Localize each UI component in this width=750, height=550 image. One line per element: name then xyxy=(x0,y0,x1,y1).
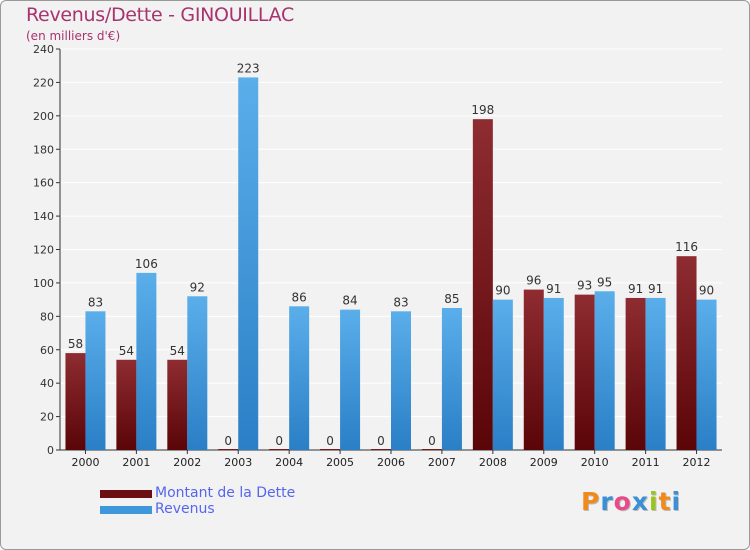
proxiti-logo: Proxiti xyxy=(581,487,681,516)
x-tick-label: 2008 xyxy=(479,456,507,469)
bar-dette xyxy=(218,449,239,450)
data-label-dette: 58 xyxy=(68,337,83,351)
x-tick-label: 2004 xyxy=(275,456,303,469)
bar-revenus xyxy=(187,296,208,450)
bar-revenus xyxy=(696,299,717,450)
bar-dette xyxy=(523,289,544,450)
y-tick-label: 100 xyxy=(33,277,54,290)
bar-dette xyxy=(574,294,595,450)
logo-letter: x xyxy=(631,487,649,516)
data-label-dette: 96 xyxy=(526,274,541,288)
legend-label-revenus: Revenus xyxy=(155,501,215,517)
x-tick-label: 2012 xyxy=(683,456,711,469)
data-label-dette: 0 xyxy=(377,434,385,448)
bar-dette xyxy=(320,449,341,450)
chart-title: Revenus/Dette - GINOUILLAC xyxy=(26,4,294,26)
bar-revenus xyxy=(391,311,411,450)
logo-letter: P xyxy=(581,487,601,516)
data-label-revenus: 91 xyxy=(546,282,561,296)
bar-revenus xyxy=(340,309,361,450)
data-label-dette: 198 xyxy=(471,103,494,117)
bar-dette xyxy=(269,449,290,450)
bar-dette xyxy=(167,359,188,450)
bar-dette xyxy=(676,256,697,450)
x-tick-label: 2011 xyxy=(632,456,660,469)
data-label-dette: 54 xyxy=(170,344,185,358)
data-label-revenus: 95 xyxy=(597,275,612,289)
data-label-dette: 54 xyxy=(119,344,134,358)
logo-letter: i xyxy=(649,487,659,516)
x-tick-label: 2005 xyxy=(326,456,354,469)
data-label-revenus: 90 xyxy=(699,284,714,298)
x-tick-label: 2009 xyxy=(530,456,558,469)
y-tick-label: 120 xyxy=(33,244,54,257)
data-label-revenus: 223 xyxy=(237,61,260,75)
data-label-revenus: 84 xyxy=(342,294,357,308)
bar-dette xyxy=(625,297,646,450)
data-label-dette: 91 xyxy=(628,282,643,296)
bar-revenus xyxy=(492,299,513,450)
y-tick-label: 40 xyxy=(40,377,54,390)
x-tick-label: 2003 xyxy=(224,456,252,469)
bar-revenus xyxy=(238,77,259,450)
data-label-dette: 0 xyxy=(275,434,283,448)
y-tick-label: 0 xyxy=(47,444,54,457)
legend-swatch-dette xyxy=(100,490,152,498)
bar-revenus xyxy=(136,272,157,450)
chart-subtitle: (en milliers d'€) xyxy=(26,29,121,43)
y-tick-label: 200 xyxy=(33,110,54,123)
x-tick-label: 2002 xyxy=(173,456,201,469)
data-label-revenus: 86 xyxy=(292,290,307,304)
bar-dette xyxy=(65,353,86,450)
logo-letter: o xyxy=(613,487,632,516)
data-label-dette: 93 xyxy=(577,279,592,293)
data-label-dette: 0 xyxy=(326,434,334,448)
y-tick-label: 220 xyxy=(33,76,54,89)
x-tick-label: 2007 xyxy=(428,456,456,469)
y-tick-label: 60 xyxy=(40,344,54,357)
data-label-revenus: 91 xyxy=(648,282,663,296)
bar-dette xyxy=(116,359,137,450)
legend-label-dette: Montant de la Dette xyxy=(155,485,296,501)
data-label-dette: 0 xyxy=(224,434,232,448)
bar-revenus xyxy=(289,306,310,450)
logo-letter: r xyxy=(600,487,614,516)
bar-revenus xyxy=(594,291,615,450)
y-tick-label: 140 xyxy=(33,210,54,223)
x-tick-label: 2010 xyxy=(581,456,609,469)
x-tick-label: 2001 xyxy=(122,456,150,469)
y-tick-label: 20 xyxy=(40,411,54,424)
y-tick-label: 180 xyxy=(33,143,54,156)
bar-revenus xyxy=(543,297,564,450)
logo-letter: t xyxy=(658,487,672,516)
bar-revenus xyxy=(645,297,666,450)
data-label-dette: 116 xyxy=(675,240,698,254)
bar-dette xyxy=(421,449,442,450)
y-tick-label: 80 xyxy=(40,310,54,323)
data-label-revenus: 83 xyxy=(393,295,408,309)
y-tick-label: 240 xyxy=(33,43,54,56)
data-label-revenus: 83 xyxy=(88,295,103,309)
logo-letter: i xyxy=(671,487,682,516)
data-label-revenus: 85 xyxy=(444,292,459,306)
legend-swatch-revenus xyxy=(100,506,152,514)
x-tick-label: 2000 xyxy=(71,456,99,469)
data-label-dette: 0 xyxy=(428,434,436,448)
y-tick-label: 160 xyxy=(33,177,54,190)
x-tick-label: 2006 xyxy=(377,456,405,469)
bar-dette xyxy=(371,449,391,450)
data-label-revenus: 106 xyxy=(135,257,158,271)
bar-revenus xyxy=(441,307,462,450)
bar-revenus xyxy=(85,311,106,450)
bar-dette xyxy=(472,119,493,451)
data-label-revenus: 90 xyxy=(495,284,510,298)
data-label-revenus: 92 xyxy=(190,280,205,294)
